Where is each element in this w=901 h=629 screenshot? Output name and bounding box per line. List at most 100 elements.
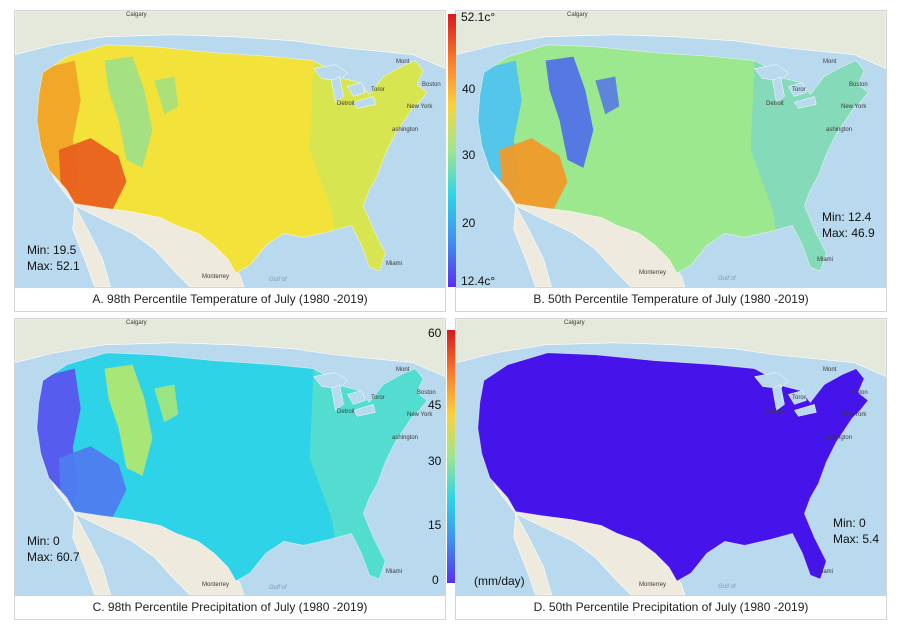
- precipitation-unit: (mm/day): [474, 574, 525, 588]
- conus-outline: [477, 352, 869, 582]
- panel-d: Calgary Mont Toror Boston Detroit New Yo…: [455, 318, 887, 620]
- place-miami: Miami: [817, 569, 833, 575]
- stat-max: Max: 60.7: [27, 550, 80, 564]
- stats-c: Min: 0 Max: 60.7: [27, 533, 80, 565]
- place-detroit: Detroit: [766, 409, 784, 415]
- place-boston: Boston: [422, 82, 441, 88]
- place-washington: ashington: [392, 127, 419, 133]
- region-southwest: [499, 138, 568, 214]
- place-detroit: Detroit: [766, 101, 784, 107]
- caption-c: C. 98th Percentile Precipitation of July…: [14, 596, 446, 620]
- region-mountains: [545, 364, 594, 476]
- place-miami: Miami: [817, 257, 833, 263]
- region-mountains: [154, 76, 179, 115]
- map-d[interactable]: Calgary Mont Toror Boston Detroit New Yo…: [455, 318, 887, 596]
- place-miami: Miami: [386, 569, 402, 575]
- great-lake: [331, 76, 344, 103]
- place-toronto: Toror: [371, 87, 385, 93]
- place-gulf: Gulf of: [718, 276, 736, 282]
- great-lake: [788, 390, 807, 405]
- precipitation-98th-map: [15, 319, 445, 595]
- place-calgary: Calgary: [126, 12, 147, 18]
- caption-a: A. 98th Percentile Temperature of July (…: [14, 288, 446, 312]
- panel-a: Calgary Mont Toror Boston Detroit New Yo…: [14, 10, 446, 312]
- region-mountains: [104, 56, 153, 168]
- stat-max: Max: 5.4: [833, 532, 880, 546]
- place-new-york: New York: [407, 412, 433, 418]
- great-lake: [347, 390, 366, 405]
- place-boston: Boston: [849, 82, 868, 88]
- precipitation-legend-30: 30: [428, 454, 442, 468]
- place-detroit: Detroit: [337, 101, 355, 107]
- caption-b: B. 50th Percentile Temperature of July (…: [455, 288, 887, 312]
- basemap-land: [15, 11, 445, 69]
- place-monterrey: Monterrey: [202, 274, 230, 280]
- conus-outline: [36, 44, 428, 274]
- temperature-color-ramp: [448, 14, 456, 287]
- basemap-land: [513, 204, 552, 287]
- stat-min: Min: 12.4: [822, 210, 872, 224]
- basemap-land: [456, 11, 886, 69]
- map-c[interactable]: Calgary Mont Toror Boston Detroit New Yo…: [14, 318, 446, 596]
- map-b[interactable]: Calgary Mont Toror Boston Detroit New Yo…: [455, 10, 887, 288]
- temperature-legend-max: 52.1c°: [461, 10, 496, 24]
- great-lake: [772, 384, 785, 411]
- place-calgary: Calgary: [567, 12, 588, 18]
- place-detroit: Detroit: [337, 409, 355, 415]
- place-montreal: Mont: [396, 59, 410, 65]
- stat-max: Max: 46.9: [822, 226, 875, 240]
- place-monterrey: Monterrey: [639, 270, 667, 276]
- precipitation-legend-15: 15: [428, 518, 442, 532]
- place-toronto: Toror: [792, 87, 806, 93]
- region-southwest: [58, 138, 127, 214]
- place-gulf: Gulf of: [269, 277, 287, 283]
- place-gulf: Gulf of: [718, 584, 736, 590]
- stat-min: Min: 0: [833, 516, 866, 530]
- temperature-legend-30: 30: [462, 148, 476, 162]
- precipitation-legend-60: 60: [428, 326, 442, 340]
- panel-b: Calgary Mont Toror Boston Detroit New Yo…: [455, 10, 887, 312]
- stats-d: Min: 0 Max: 5.4: [833, 515, 879, 547]
- region-mountains: [545, 56, 594, 168]
- region-mountains: [154, 384, 179, 423]
- precipitation-legend-45: 45: [428, 398, 442, 412]
- place-new-york: New York: [841, 104, 867, 110]
- region-mountains: [595, 384, 620, 423]
- place-washington: ashington: [826, 127, 853, 133]
- place-monterrey: Monterrey: [639, 582, 667, 588]
- place-new-york: New York: [407, 104, 433, 110]
- place-gulf: Gulf of: [269, 585, 287, 591]
- map-a[interactable]: Calgary Mont Toror Boston Detroit New Yo…: [14, 10, 446, 288]
- great-lake: [353, 96, 376, 109]
- great-lake: [772, 76, 785, 103]
- place-new-york: New York: [841, 412, 867, 418]
- place-calgary: Calgary: [564, 320, 585, 326]
- temperature-legend-40: 40: [462, 82, 476, 96]
- region-southwest: [58, 446, 127, 522]
- basemap-land: [456, 319, 886, 377]
- place-calgary: Calgary: [126, 320, 147, 326]
- great-lake: [347, 82, 366, 97]
- conus-outline: [477, 44, 869, 274]
- place-boston: Boston: [417, 390, 436, 396]
- place-washington: ashington: [826, 435, 853, 441]
- precipitation-50th-map: [456, 319, 886, 595]
- region-mountains: [595, 76, 620, 115]
- stat-max: Max: 52.1: [27, 259, 80, 273]
- stats-b: Min: 12.4 Max: 46.9: [822, 209, 875, 241]
- stats-a: Min: 19.5 Max: 52.1: [27, 242, 80, 274]
- temperature-50th-map: [456, 11, 886, 287]
- panel-c: Calgary Mont Toror Boston Detroit New Yo…: [14, 318, 446, 620]
- great-lake: [353, 404, 376, 417]
- stat-min: Min: 19.5: [27, 243, 77, 257]
- region-southwest: [499, 446, 568, 522]
- place-montreal: Mont: [823, 367, 837, 373]
- temperature-legend-20: 20: [462, 216, 476, 230]
- region-mountains: [104, 364, 153, 476]
- great-lake: [331, 384, 344, 411]
- caption-d: D. 50th Percentile Precipitation of July…: [455, 596, 887, 620]
- great-lake: [794, 404, 817, 417]
- basemap-land: [513, 512, 552, 595]
- basemap-land: [15, 319, 445, 377]
- precipitation-color-ramp: [447, 330, 455, 583]
